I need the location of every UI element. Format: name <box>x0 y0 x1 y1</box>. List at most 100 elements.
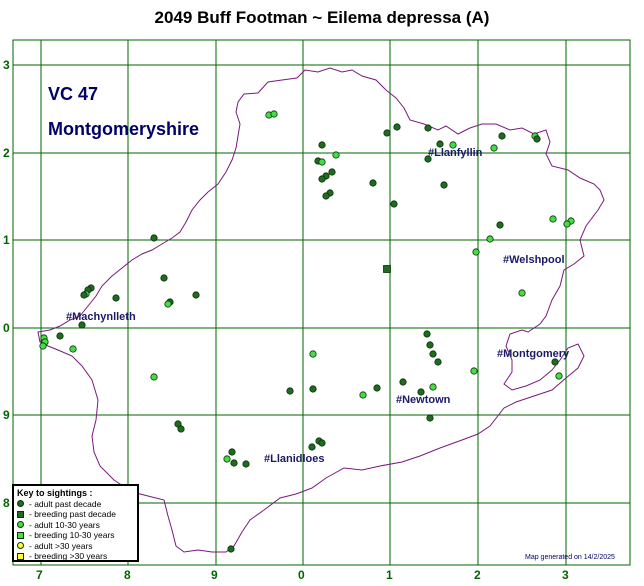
sighting-marker-10-30 <box>332 151 340 159</box>
sighting-marker-10-30 <box>490 144 498 152</box>
sighting-marker-recent <box>551 358 559 366</box>
axis-left-label: 0 <box>3 321 10 335</box>
sighting-marker-recent <box>80 291 88 299</box>
dark-square-icon <box>17 510 24 518</box>
light-green-circle-icon <box>17 521 24 529</box>
sighting-marker-recent <box>322 192 330 200</box>
sighting-marker-recent <box>417 388 425 396</box>
sighting-marker-recent <box>150 234 158 242</box>
sighting-marker-recent <box>192 291 200 299</box>
sighting-marker-10-30 <box>486 235 494 243</box>
axis-bottom-label: 1 <box>386 568 393 582</box>
sighting-marker-recent <box>328 168 336 176</box>
sighting-marker-recent <box>78 321 86 329</box>
sighting-marker-recent <box>56 332 64 340</box>
legend-row: - adult past decade <box>17 499 134 510</box>
sighting-marker-recent <box>308 443 316 451</box>
sighting-marker-10-30 <box>309 350 317 358</box>
axis-bottom-label: 3 <box>562 568 569 582</box>
sighting-marker-recent <box>309 385 317 393</box>
sighting-marker-10-30 <box>549 215 557 223</box>
sighting-marker-recent <box>228 448 236 456</box>
sighting-marker-10-30 <box>69 345 77 353</box>
axis-left-label: 9 <box>3 408 10 422</box>
axis-bottom-label: 0 <box>298 568 305 582</box>
map-frame <box>12 39 631 566</box>
light-green-square-icon <box>17 531 24 539</box>
sighting-marker-recent <box>160 274 168 282</box>
sighting-marker-recent <box>496 221 504 229</box>
sighting-marker-recent <box>399 378 407 386</box>
town-label-montgomery: #Montgomery <box>497 348 570 360</box>
sighting-marker-recent <box>434 358 442 366</box>
sighting-marker-10-30 <box>472 248 480 256</box>
sighting-marker-recent <box>426 341 434 349</box>
sighting-marker-recent <box>227 545 235 553</box>
dark-circle-icon <box>17 500 24 508</box>
axis-bottom-label: 8 <box>124 568 131 582</box>
town-label-welshpool: #Welshpool <box>503 254 565 266</box>
sighting-marker-10-30 <box>359 391 367 399</box>
sighting-marker-recent <box>286 387 294 395</box>
sighting-marker-recent <box>424 155 432 163</box>
breeding-marker <box>383 265 391 273</box>
page-title: 2049 Buff Footman ~ Eilema depressa (A) <box>154 8 490 27</box>
legend-row: - adult >30 years <box>17 541 134 552</box>
sighting-marker-recent <box>429 350 437 358</box>
sighting-marker-recent <box>498 132 506 140</box>
sighting-marker-recent <box>242 460 250 468</box>
axis-left-label: 8 <box>3 496 10 510</box>
sighting-marker-recent <box>436 140 444 148</box>
vc-county-name: Montgomeryshire <box>48 119 200 139</box>
axis-left-label: 2 <box>3 146 10 160</box>
town-label-llanidloes: #Llanidloes <box>264 453 325 465</box>
legend-row: - adult 10-30 years <box>17 520 134 531</box>
legend-row: - breeding 10-30 years <box>17 530 134 541</box>
vc-number: VC 47 <box>48 84 99 104</box>
sighting-marker-recent <box>426 414 434 422</box>
axis-bottom-label: 7 <box>36 568 43 582</box>
sighting-marker-10-30 <box>555 372 563 380</box>
sighting-marker-10-30 <box>270 110 278 118</box>
sighting-marker-recent <box>318 175 326 183</box>
yellow-circle-icon <box>17 542 24 550</box>
legend-title: Key to sightings : <box>17 488 93 498</box>
sighting-marker-recent <box>440 181 448 189</box>
axis-bottom-label: 2 <box>474 568 481 582</box>
sighting-marker-10-30 <box>223 455 231 463</box>
axis-left-label: 1 <box>3 233 10 247</box>
sighting-marker-10-30 <box>563 220 571 228</box>
sighting-marker-10-30 <box>164 300 172 308</box>
sighting-marker-recent <box>177 425 185 433</box>
sighting-marker-recent <box>533 135 541 143</box>
sighting-marker-10-30 <box>470 367 478 375</box>
legend-label: - adult 10-30 years <box>29 519 100 530</box>
town-label-machynlleth: #Machynlleth <box>66 311 136 323</box>
legend-row: - breeding >30 years <box>17 551 134 562</box>
sighting-marker-recent <box>393 123 401 131</box>
legend-label: - adult past decade <box>29 498 102 509</box>
sightings-layer <box>39 110 575 553</box>
sighting-marker-recent <box>369 179 377 187</box>
axis-left-label: 3 <box>3 58 10 72</box>
sighting-marker-10-30 <box>39 342 47 350</box>
sighting-marker-recent <box>230 459 238 467</box>
sighting-marker-10-30 <box>150 373 158 381</box>
sighting-marker-recent <box>423 330 431 338</box>
sighting-marker-recent <box>390 200 398 208</box>
legend-label: - breeding past decade <box>29 509 116 519</box>
sighting-marker-recent <box>318 141 326 149</box>
sighting-marker-10-30 <box>318 158 326 166</box>
town-label-newtown: #Newtown <box>396 394 451 406</box>
legend-label: - breeding >30 years <box>29 551 108 561</box>
footer-generated-date: Map generated on 14/2/2025 <box>525 554 615 561</box>
legend-label: - adult >30 years <box>29 540 93 551</box>
county-boundary <box>37 67 605 553</box>
sighting-marker-recent <box>424 124 432 132</box>
sighting-marker-recent <box>383 129 391 137</box>
sighting-marker-10-30 <box>449 141 457 149</box>
sighting-marker-10-30 <box>429 383 437 391</box>
sighting-marker-recent <box>373 384 381 392</box>
sighting-marker-10-30 <box>518 289 526 297</box>
yellow-square-icon <box>17 552 24 560</box>
